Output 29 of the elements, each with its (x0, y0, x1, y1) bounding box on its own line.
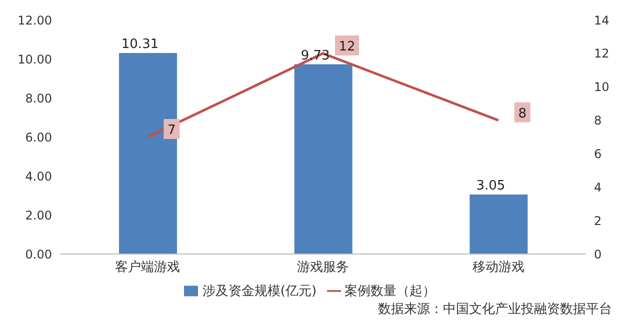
y-tick-label: 12.00 (18, 13, 52, 28)
data-label: 10.31 (121, 36, 159, 52)
legend-label: 涉及资金规模(亿元) (202, 284, 317, 299)
y2-tick-label: 4 (594, 180, 602, 194)
y2-tick-label: 0 (594, 247, 602, 262)
data-label: 12 (338, 39, 356, 54)
data-label: 7 (168, 123, 176, 138)
y-tick-label: 8.00 (25, 91, 52, 106)
y-tick-label: 10.00 (18, 52, 52, 66)
y2-tick-label: 14 (594, 13, 610, 28)
source-note: 数据来源：中国文化产业投融资数据平台 (377, 301, 613, 318)
data-label: 3.05 (476, 178, 506, 194)
y-tick-label: 0.00 (25, 247, 52, 262)
x-tick-label: 客户端游戏 (115, 259, 180, 276)
bar (119, 52, 177, 254)
y-tick-label: 4.00 (25, 169, 52, 184)
bar (294, 64, 352, 254)
y-tick-label: 2.00 (25, 208, 52, 222)
x-tick-label: 移动游戏 (472, 260, 524, 276)
y2-tick-label: 2 (594, 214, 602, 228)
y-tick-label: 6.00 (25, 130, 52, 144)
legend-label: 案例数量（起） (344, 284, 436, 299)
data-label: 8 (518, 106, 526, 122)
y2-tick-label: 8 (594, 114, 602, 128)
y2-tick-label: 6 (594, 146, 602, 161)
bar (470, 194, 528, 254)
x-tick-label: 游戏服务 (297, 260, 349, 276)
y2-tick-label: 10 (594, 80, 610, 94)
y2-tick-label: 12 (594, 46, 610, 61)
